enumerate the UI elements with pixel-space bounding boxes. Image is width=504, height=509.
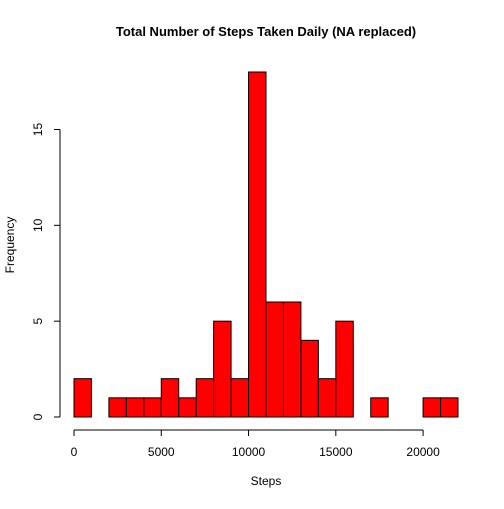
x-axis-label: Steps [251, 474, 282, 488]
y-axis: 0 5 10 15 [31, 123, 61, 420]
histogram-bar-15 [335, 320, 354, 418]
y-axis-label: Frequency [3, 217, 17, 274]
histogram-bar-12 [282, 301, 302, 418]
histogram-bar-13 [300, 339, 319, 418]
histogram-bar-14 [317, 378, 337, 418]
y-tick-label: 5 [31, 318, 45, 325]
x-tick-label: 20000 [406, 445, 440, 459]
histogram-bar-0 [73, 378, 92, 418]
histogram-bar-17 [370, 397, 389, 418]
histogram-bar-2 [108, 397, 127, 418]
histogram-bar-7 [195, 378, 215, 418]
histogram-bar-6 [178, 397, 197, 418]
histogram-bar-20 [422, 397, 442, 418]
x-tick-label: 10000 [232, 445, 266, 459]
y-tick-label: 10 [31, 218, 45, 232]
bars-group [73, 71, 459, 418]
x-tick-label: 5000 [148, 445, 175, 459]
histogram-bar-8 [213, 320, 232, 418]
histogram-bar-4 [143, 397, 162, 418]
x-tick-label: 15000 [319, 445, 353, 459]
y-tick-label: 15 [31, 123, 45, 137]
histogram-bar-10 [248, 71, 267, 418]
histogram-bar-9 [230, 378, 250, 418]
histogram-bar-11 [265, 301, 284, 418]
y-tick-label: 0 [31, 413, 45, 420]
histogram-bar-21 [440, 397, 459, 418]
histogram-bar-3 [125, 397, 145, 418]
histogram-bar-5 [160, 378, 180, 418]
x-tick-label: 0 [71, 445, 78, 459]
x-axis: 0 5000 10000 15000 20000 [71, 429, 440, 459]
chart-title: Total Number of Steps Taken Daily (NA re… [116, 24, 416, 39]
